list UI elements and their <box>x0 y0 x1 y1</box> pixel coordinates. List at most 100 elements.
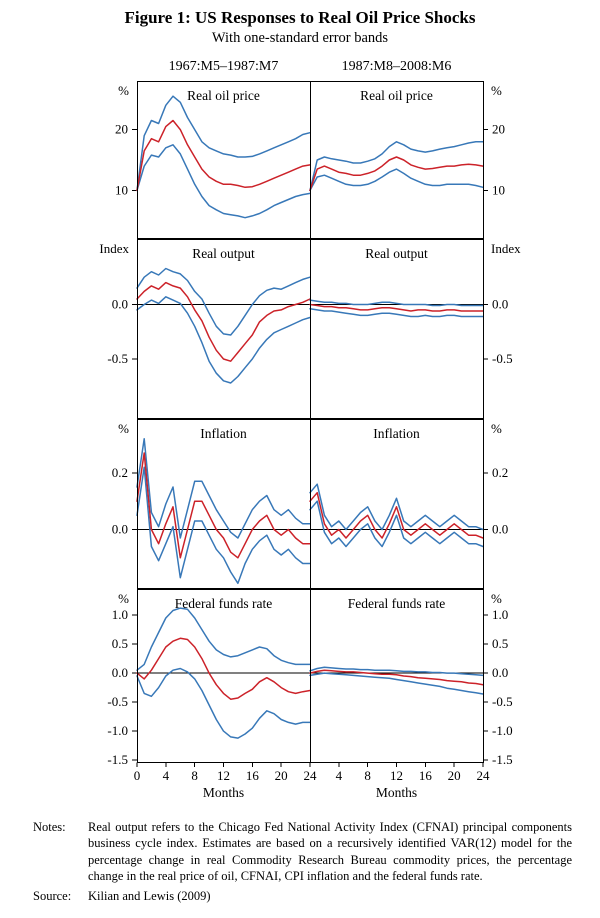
y-axis-unit-left: % <box>118 591 129 606</box>
upper-band-line <box>309 141 484 192</box>
notes-label: Notes: <box>33 820 66 834</box>
y-axis-unit-left: % <box>118 83 129 98</box>
y-tick-label-left: 1.0 <box>112 607 128 622</box>
x-tick-label: 12 <box>390 768 403 783</box>
lower-band-line <box>309 672 484 695</box>
panel-federal-funds-rate-right: Federal funds rate 4 8 12 16 20 24 Months <box>309 589 491 800</box>
panel-title: Federal funds rate <box>348 596 445 611</box>
y-tick-label-left: 0.5 <box>112 636 128 651</box>
y-tick-label-left: 0.0 <box>112 665 128 680</box>
x-tick-label: 20 <box>448 768 461 783</box>
chart-row-federal-funds-rate: % %1.0 1.00.5 0.50.0 0.0-0.5 -0.5-1.0 -1.0-1.5… <box>107 589 513 800</box>
upper-band-line <box>309 483 484 531</box>
panel-frame <box>310 589 484 763</box>
y-tick-label-right: 0.0 <box>492 522 508 537</box>
panel-title: Federal funds rate <box>175 596 272 611</box>
panel-inflation-right: Inflation <box>309 419 484 589</box>
upper-band-line <box>136 267 311 336</box>
y-tick-label-right: -0.5 <box>492 351 513 366</box>
lower-band-line <box>309 500 484 548</box>
column-header-right: 1987:M8–2008:M6 <box>341 59 452 74</box>
y-tick-label-left: 0.2 <box>112 465 128 480</box>
x-tick-label: 16 <box>246 768 260 783</box>
y-tick-label-left: -0.5 <box>107 351 128 366</box>
panel-title: Inflation <box>200 426 247 441</box>
chart-row-real-oil-price: % % 20 20 10 10 Real oil price Real oil price <box>115 81 505 239</box>
upper-band-line <box>136 607 311 671</box>
x-tick-label: 12 <box>217 768 230 783</box>
x-tick-label: 8 <box>191 768 198 783</box>
source-row: Source: Kilian and Lewis (2009) <box>33 888 572 904</box>
y-axis-unit-right: % <box>491 421 502 436</box>
x-axis-title: Months <box>376 785 417 800</box>
panel-frame <box>310 81 484 239</box>
y-axis-unit-right: Index <box>491 241 521 256</box>
response-line <box>136 637 311 700</box>
response-line <box>136 119 311 192</box>
y-tick-label-right: 20 <box>492 122 505 137</box>
x-tick-label: 4 <box>163 768 170 783</box>
notes-row: Notes: Real output refers to the Chicago… <box>33 819 572 884</box>
x-tick-label: 8 <box>364 768 371 783</box>
upper-band-line <box>309 299 484 307</box>
lower-band-line <box>136 144 311 219</box>
panel-real-oil-price-right: Real oil price <box>309 81 484 239</box>
y-tick-label-right: -0.5 <box>492 694 513 709</box>
y-axis-unit-left: % <box>118 421 129 436</box>
chart-row-real-output: Index Index 0.0 0.0 -0.5 -0.5 Real output Real … <box>99 239 521 419</box>
x-tick-label: 24 <box>304 768 318 783</box>
y-tick-label-right: 1.0 <box>492 607 508 622</box>
panel-frame <box>310 239 484 419</box>
x-axis-title: Months <box>203 785 244 800</box>
y-tick-label-right: -1.0 <box>492 723 513 738</box>
lower-band-line <box>309 308 484 318</box>
panel-frame <box>137 239 311 419</box>
panel-title: Inflation <box>373 426 420 441</box>
lower-band-line <box>136 296 311 384</box>
lower-band-line <box>136 466 311 585</box>
panel-real-output-right: Real output <box>309 239 484 419</box>
y-tick-label-left: -0.5 <box>107 694 128 709</box>
panel-title: Real output <box>192 246 255 261</box>
y-axis-unit-left: Index <box>99 241 129 256</box>
upper-band-line <box>309 666 484 677</box>
x-tick-label: 16 <box>419 768 433 783</box>
column-header-left: 1967:M5–1987:M7 <box>168 59 279 74</box>
y-tick-label-left: 10 <box>115 182 128 197</box>
chart-grid: %% 20 20 10 10 Real oil price Real oil price In… <box>0 81 600 805</box>
y-tick-label-left: -1.5 <box>107 752 128 767</box>
x-tick-label: 0 <box>134 768 141 783</box>
lower-band-line <box>309 168 484 192</box>
y-tick-label-left: -1.0 <box>107 723 128 738</box>
response-line <box>309 303 484 312</box>
notes-text: Real output refers to the Chicago Fed Na… <box>88 820 572 883</box>
y-tick-label-right: 0.2 <box>492 465 508 480</box>
panel-frame <box>137 419 311 589</box>
x-tick-label: 24 <box>477 768 491 783</box>
upper-band-line <box>136 438 311 539</box>
figure-subtitle: With one-standard error bands <box>211 30 389 46</box>
response-line <box>136 281 311 362</box>
y-tick-label-left: 0.0 <box>112 296 128 311</box>
y-tick-label-left: 20 <box>115 122 128 137</box>
y-tick-label-right: 0.0 <box>492 296 508 311</box>
figure-footer: Notes: Real output refers to the Chicago… <box>33 819 572 904</box>
panel-frame <box>137 81 311 239</box>
response-line <box>136 452 311 559</box>
y-tick-label-right: 10 <box>492 182 505 197</box>
source-label: Source: <box>33 889 72 903</box>
panel-real-oil-price-left: Real oil price <box>136 81 311 239</box>
chart-row-inflation: % % 0.2 0.2 0.0 0.0 Inflation Inflation <box>112 419 508 589</box>
panel-federal-funds-rate-left: Federal funds rate 0 4 8 12 16 20 24 Months <box>134 589 318 800</box>
y-tick-label-left: 0.0 <box>112 522 128 537</box>
y-axis-unit-right: % <box>491 83 502 98</box>
y-tick-label-right: -1.5 <box>492 752 513 767</box>
response-line <box>309 491 484 539</box>
response-line <box>309 669 484 686</box>
column-headers: 1967:M5–1987:M7 1987:M8–2008:M6 <box>0 59 600 79</box>
panel-inflation-left: Inflation <box>136 419 311 589</box>
panel-real-output-left: Real output <box>136 239 311 419</box>
x-tick-label: 20 <box>275 768 288 783</box>
upper-band-line <box>136 95 311 192</box>
